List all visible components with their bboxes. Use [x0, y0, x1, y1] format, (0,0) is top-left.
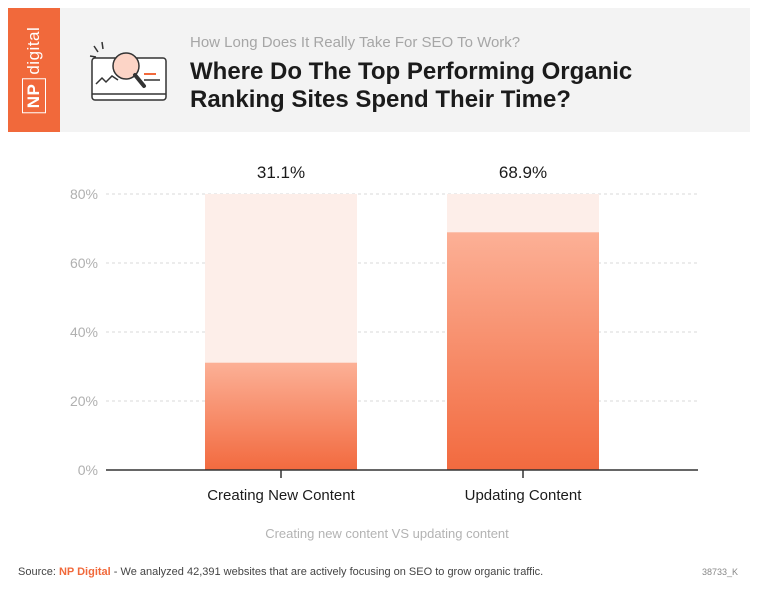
logo-np: NP: [22, 78, 46, 114]
header-title: Where Do The Top Performing Organic Rank…: [190, 58, 730, 114]
header-banner: NP digital How Long Does It Really Take F…: [8, 8, 750, 132]
y-tick-label: 60%: [70, 255, 98, 271]
logo-word: digital: [24, 26, 43, 75]
source-note: Source: NP Digital - We analyzed 42,391 …: [18, 566, 543, 578]
np-digital-logo: NP digital: [8, 8, 60, 132]
source-prefix: Source:: [18, 566, 59, 578]
y-tick-label: 40%: [70, 324, 98, 340]
source-brand: NP Digital: [58, 566, 111, 578]
y-tick-label: 0%: [78, 462, 98, 478]
x-tick-label: Updating Content: [465, 487, 583, 504]
value-label: 31.1%: [257, 163, 305, 182]
chart-caption: Creating new content VS updating content: [265, 526, 509, 541]
bar: [205, 362, 357, 470]
x-tick-label: Creating New Content: [207, 487, 355, 504]
bar: [447, 232, 599, 470]
y-tick-label: 80%: [70, 186, 98, 202]
graphic-code: 38733_K: [701, 567, 738, 577]
bar-chart: 0% 20% 40% 60% 80% Creating New Content 31.1% U…: [70, 163, 698, 504]
monitor-magnifier-icon: [89, 41, 167, 101]
title-line-1: Where Do The Top Performing Organic: [190, 58, 633, 85]
logo-text: NP digital: [22, 27, 46, 114]
source-text: - We analyzed 42,391 websites that are a…: [110, 566, 544, 578]
y-tick-label: 20%: [70, 393, 98, 409]
header-subtitle: How Long Does It Really Take For SEO To …: [190, 34, 521, 51]
title-line-2: Ranking Sites Spend Their Time?: [190, 86, 571, 113]
value-label: 68.9%: [499, 163, 547, 182]
